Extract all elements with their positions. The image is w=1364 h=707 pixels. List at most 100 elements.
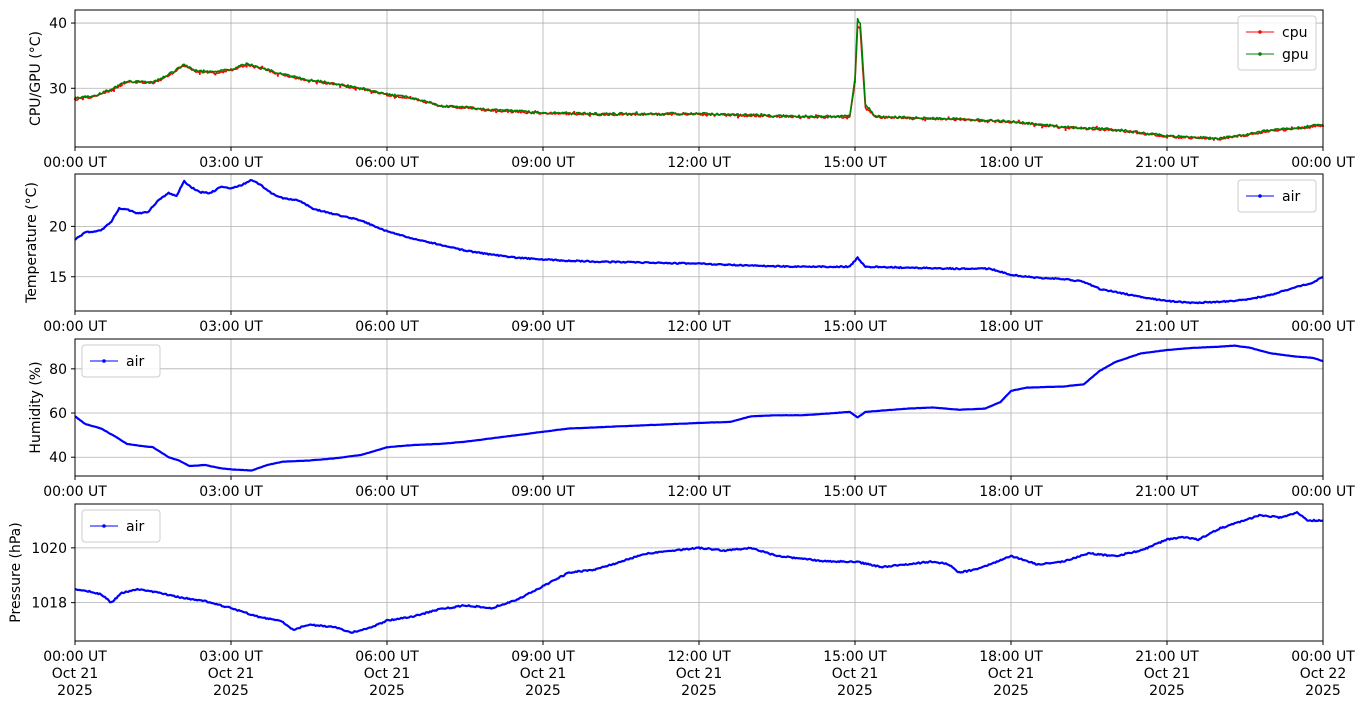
subplot-2: 00:00 UT 03:00 UT 06:00 UT 09:00 UT 12:00 UT…	[24, 173, 1355, 335]
cpu-marker	[1033, 124, 1036, 128]
cpu-marker	[1165, 136, 1169, 139]
x-tick-label-line: 09:00 UT	[511, 155, 575, 171]
x-tick-label: 18:00 UT	[979, 155, 1043, 171]
x-tick-label-line: Oct 21	[364, 666, 410, 682]
cpu-marker	[120, 84, 123, 87]
legend-label-air: air	[126, 519, 144, 535]
x-tick-label-line: 03:00 UT	[199, 319, 263, 335]
x-tick-label: 06:00 UT	[355, 319, 419, 335]
series-line-air	[74, 344, 1324, 472]
legend-marker	[1258, 30, 1262, 34]
x-tick-label: 03:00 UT Oct 21 2025	[199, 649, 263, 699]
cpu-marker	[846, 117, 849, 120]
x-tick-label-line: 00:00 UT	[43, 484, 107, 500]
x-tick-label-line: 00:00 UT	[43, 649, 107, 665]
x-tick-label-line: 03:00 UT	[199, 155, 263, 171]
x-tick-label-line: 21:00 UT	[1135, 484, 1199, 500]
x-tick-label-line: Oct 21	[832, 666, 878, 682]
cpu-marker	[214, 73, 217, 76]
subplot-1: 00:00 UT 03:00 UT 06:00 UT 09:00 UT 12:00 UT…	[28, 9, 1355, 171]
x-tick-label-line: 2025	[57, 683, 93, 699]
cpu-marker	[924, 119, 927, 122]
x-tick-label: 18:00 UT	[979, 484, 1043, 500]
x-tick-label-line: 09:00 UT	[511, 484, 575, 500]
x-tick-label: 15:00 UT	[823, 155, 887, 171]
x-tick-label-line: 15:00 UT	[823, 155, 887, 171]
x-tick-label: 00:00 UT	[43, 484, 107, 500]
legend-label-gpu: gpu	[1282, 47, 1309, 63]
x-tick-label: 00:00 UT Oct 22 2025	[1291, 649, 1355, 699]
subplot-3: 00:00 UT 03:00 UT 06:00 UT 09:00 UT 12:00 UT…	[28, 338, 1355, 500]
cpu-marker	[1017, 119, 1020, 122]
x-tick-label: 00:00 UT	[1291, 319, 1355, 335]
x-tick-label-line: Oct 21	[208, 666, 254, 682]
y-axis-label: CPU/GPU (°C)	[28, 31, 44, 126]
cpu-marker	[736, 116, 740, 119]
x-tick-label-line: Oct 22	[1300, 666, 1346, 682]
y-tick-label: 20	[49, 219, 67, 235]
x-tick-label: 00:00 UT	[43, 155, 107, 171]
x-tick-label-line: 12:00 UT	[667, 319, 731, 335]
cpu-marker	[705, 114, 708, 117]
cpu-marker	[253, 66, 256, 69]
series-line-air	[74, 179, 1324, 305]
legend-box	[81, 344, 161, 378]
x-tick-label: 09:00 UT	[511, 319, 575, 335]
x-tick-label: 03:00 UT	[199, 155, 263, 171]
x-tick-label-line: 06:00 UT	[355, 649, 419, 665]
x-tick-label: 18:00 UT	[979, 319, 1043, 335]
legend-box	[1237, 179, 1317, 213]
cpu-marker	[112, 89, 116, 92]
x-tick-label: 12:00 UT	[667, 319, 731, 335]
x-tick-label: 15:00 UT	[823, 319, 887, 335]
x-tick-label-line: 00:00 UT	[43, 155, 107, 171]
x-tick-label-line: 03:00 UT	[199, 649, 263, 665]
x-tick-label-line: 18:00 UT	[979, 484, 1043, 500]
x-tick-label-line: 2025	[681, 683, 717, 699]
x-tick-label: 12:00 UT	[667, 484, 731, 500]
x-tick-label: 06:00 UT	[355, 155, 419, 171]
cpu-marker	[315, 82, 318, 85]
x-tick-label-line: 09:00 UT	[511, 649, 575, 665]
cpu-marker	[1290, 126, 1293, 129]
legend-marker	[102, 359, 106, 363]
x-tick-label: 09:00 UT	[511, 155, 575, 171]
cpu-marker	[573, 110, 576, 113]
x-tick-label: 15:00 UT Oct 21 2025	[823, 649, 887, 699]
x-tick-label-line: 15:00 UT	[823, 649, 887, 665]
x-tick-label: 03:00 UT	[199, 319, 263, 335]
legend-label-cpu: cpu	[1282, 25, 1307, 41]
x-tick-label-line: 00:00 UT	[1291, 319, 1355, 335]
x-tick-label-line: 03:00 UT	[199, 484, 263, 500]
legend-marker	[1258, 194, 1262, 198]
x-tick-label-line: 09:00 UT	[511, 319, 575, 335]
y-axis-label: Pressure (hPa)	[8, 522, 24, 622]
x-tick-label: 06:00 UT Oct 21 2025	[355, 649, 419, 699]
cpu-marker	[495, 110, 498, 114]
cpu-marker	[370, 91, 373, 94]
legend-marker	[1258, 52, 1262, 56]
x-tick-label: 09:00 UT	[511, 484, 575, 500]
cpu-marker	[1314, 125, 1317, 128]
x-tick-label: 21:00 UT Oct 21 2025	[1135, 649, 1199, 699]
x-tick-label-line: 18:00 UT	[979, 319, 1043, 335]
cpu-marker	[222, 71, 225, 74]
legend-marker	[102, 524, 106, 528]
x-tick-label-line: 2025	[213, 683, 249, 699]
cpu-marker	[81, 98, 84, 101]
x-tick-label: 00:00 UT	[1291, 155, 1355, 171]
x-tick-label-line: 2025	[837, 683, 873, 699]
x-tick-label-line: 06:00 UT	[355, 484, 419, 500]
cpu-marker	[339, 85, 342, 88]
legend-label-air: air	[1282, 189, 1300, 205]
legend-box	[81, 509, 161, 543]
cpu-marker	[198, 72, 201, 75]
x-tick-label-line: 00:00 UT	[1291, 155, 1355, 171]
y-axis-label: Temperature (°C)	[24, 182, 40, 304]
cpu-marker	[354, 88, 357, 91]
x-tick-label-line: 06:00 UT	[355, 155, 419, 171]
x-tick-label-line: 15:00 UT	[823, 319, 887, 335]
x-tick-label: 00:00 UT	[1291, 484, 1355, 500]
x-tick-label-line: 2025	[1305, 683, 1341, 699]
cpu-marker	[276, 74, 279, 77]
